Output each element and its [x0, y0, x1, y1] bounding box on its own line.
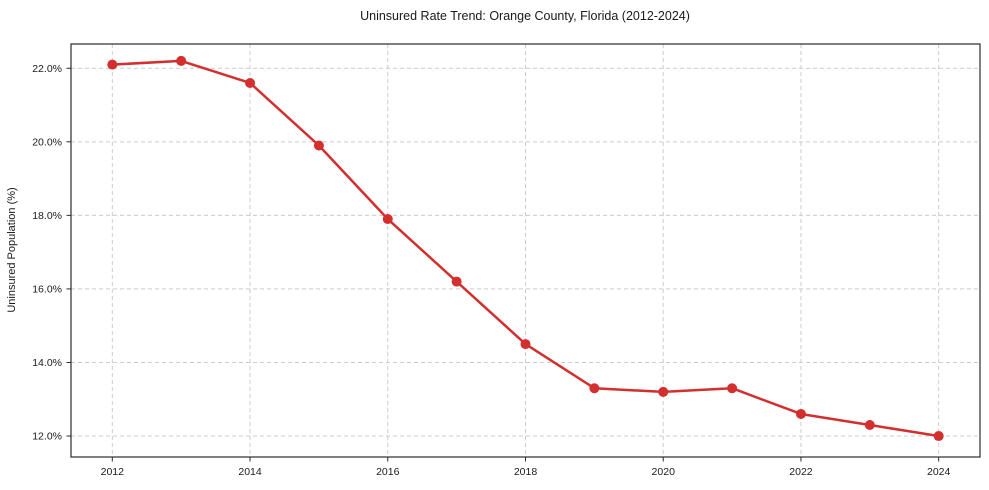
data-point-marker	[727, 383, 738, 394]
x-tick-label: 2018	[514, 466, 538, 478]
y-axis-label: Uninsured Population (%)	[6, 187, 18, 312]
x-tick-label: 2022	[789, 466, 813, 478]
x-tick-label: 2012	[101, 466, 125, 478]
y-tick-label: 16.0%	[32, 284, 62, 296]
data-point-marker	[589, 383, 600, 394]
data-point-marker	[245, 77, 256, 88]
data-point-marker	[313, 140, 324, 151]
x-tick-label: 2016	[376, 466, 400, 478]
data-point-marker	[933, 431, 944, 442]
data-point-marker	[382, 214, 393, 225]
y-tick-label: 20.0%	[32, 136, 62, 148]
y-tick-label: 22.0%	[32, 63, 62, 75]
gridlines	[71, 44, 980, 457]
y-tick-label: 18.0%	[32, 210, 62, 222]
y-tick-label: 14.0%	[32, 357, 62, 369]
data-point-marker	[864, 420, 875, 431]
data-point-marker	[176, 55, 187, 66]
axes: 2012 2014 2016 2018 2020 2022 2024 12.0% 14.0% 16…	[32, 43, 981, 478]
x-tick-label: 2020	[652, 466, 676, 478]
data-point-marker	[451, 276, 462, 287]
data-point-marker	[658, 386, 669, 397]
y-tick-label: 12.0%	[32, 431, 62, 443]
data-point-marker	[107, 59, 118, 70]
x-tick-label: 2014	[238, 466, 262, 478]
chart-title: Uninsured Rate Trend: Orange County, Flo…	[360, 9, 690, 23]
data-series-layer	[107, 55, 944, 442]
data-point-marker	[520, 339, 531, 350]
x-tick-label: 2024	[927, 466, 951, 478]
data-point-marker	[795, 408, 806, 419]
